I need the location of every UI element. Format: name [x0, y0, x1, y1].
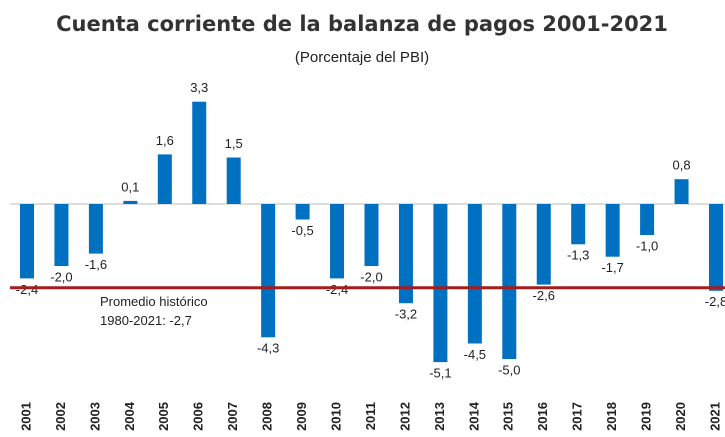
chart-title: Cuenta corriente de la balanza de pagos …	[56, 12, 668, 36]
x-tick-label: 2018	[604, 402, 619, 431]
bar	[502, 204, 517, 359]
x-tick-label: 2017	[570, 402, 585, 431]
bar	[571, 204, 586, 245]
value-label: 3,3	[190, 80, 208, 95]
value-label: 1,5	[225, 136, 243, 151]
bar	[467, 204, 482, 344]
bar	[674, 179, 689, 204]
value-label: -2,0	[50, 269, 72, 284]
value-label: -0,5	[291, 223, 313, 238]
bar	[54, 204, 69, 266]
value-label: 1,6	[156, 133, 174, 148]
bar	[398, 204, 413, 304]
x-tick-label: 2013	[432, 402, 447, 431]
x-tick-label: 2012	[397, 402, 412, 431]
bar	[295, 204, 310, 220]
x-tick-label: 2010	[328, 402, 343, 431]
bar	[605, 204, 620, 257]
value-label: -5,0	[498, 362, 520, 377]
x-tick-label: 2004	[122, 401, 137, 431]
reference-label: Promedio histórico	[100, 294, 208, 309]
x-tick-label: 2020	[673, 402, 688, 431]
value-label: -1,0	[636, 238, 658, 253]
bar	[433, 204, 448, 363]
x-tick-label: 2011	[363, 402, 378, 430]
value-label: -4,5	[464, 347, 486, 362]
value-label: -5,1	[429, 366, 451, 381]
bar	[709, 204, 723, 291]
x-tick-label: 2007	[225, 402, 240, 431]
x-tick-label: 2009	[294, 402, 309, 431]
x-tick-label: 2014	[466, 401, 481, 431]
bar	[261, 204, 276, 338]
bar	[88, 204, 103, 254]
x-tick-label: 2003	[87, 402, 102, 431]
value-label: -3,2	[395, 307, 417, 322]
value-label: -2,4	[16, 282, 38, 297]
x-tick-label: 2001	[18, 402, 33, 431]
bar	[192, 101, 207, 204]
bar	[157, 154, 172, 204]
value-label: -2,6	[533, 288, 555, 303]
bar	[226, 157, 241, 204]
value-label: -4,3	[257, 341, 279, 356]
x-tick-label: 2005	[156, 402, 171, 431]
bar	[640, 204, 655, 235]
x-tick-label: 2002	[53, 402, 68, 431]
bar	[536, 204, 551, 285]
bar	[364, 204, 379, 266]
chart-subtitle: (Porcentaje del PBI)	[295, 49, 429, 66]
value-label: -1,7	[601, 260, 623, 275]
x-tick-label: 2019	[639, 402, 654, 431]
x-tick-label: 2008	[260, 402, 275, 431]
value-label: 0,8	[673, 158, 691, 173]
value-label: -2,4	[326, 282, 348, 297]
x-tick-label: 2016	[535, 402, 550, 431]
x-tick-label: 2006	[191, 402, 206, 431]
reference-label: 1980-2021: -2,7	[100, 313, 192, 328]
value-label: -1,6	[85, 257, 107, 272]
value-label: 0,1	[121, 179, 139, 194]
value-label: -1,3	[567, 248, 589, 263]
bar	[20, 204, 34, 279]
bar	[123, 200, 138, 204]
bar	[330, 204, 345, 279]
value-label: -2,0	[360, 269, 382, 284]
x-tick-label: 2015	[501, 402, 516, 431]
value-label: -2,8	[705, 294, 725, 309]
x-tick-label: 2021	[707, 402, 722, 431]
